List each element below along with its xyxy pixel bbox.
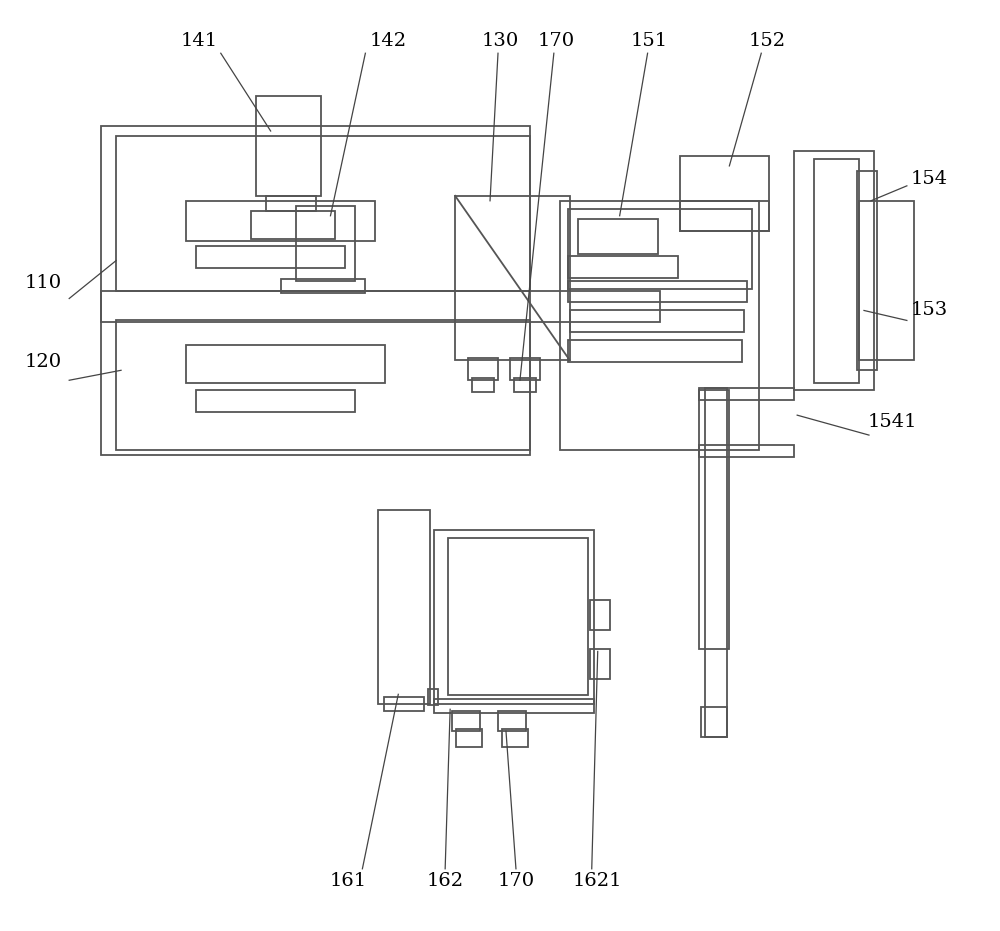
Bar [814, 159, 859, 384]
Bar [699, 388, 794, 400]
Bar [578, 219, 658, 253]
Bar [468, 358, 498, 380]
Bar [859, 201, 914, 360]
Bar [256, 96, 320, 196]
Bar [498, 711, 526, 731]
Bar [699, 390, 729, 650]
Text: 161: 161 [330, 871, 367, 890]
Bar [699, 445, 794, 457]
Bar [514, 378, 536, 392]
Bar [384, 697, 424, 711]
Bar [186, 201, 375, 241]
Text: 120: 120 [25, 353, 62, 371]
Text: 1621: 1621 [573, 871, 622, 890]
Bar [196, 246, 345, 267]
Text: 162: 162 [427, 871, 464, 890]
Bar [378, 510, 430, 704]
Bar [448, 538, 588, 695]
Text: 152: 152 [749, 33, 786, 50]
Bar [680, 155, 769, 231]
Bar [251, 210, 335, 238]
Bar [701, 708, 727, 737]
Bar [281, 278, 365, 292]
Bar [456, 729, 482, 748]
Bar [266, 196, 316, 210]
Bar [428, 689, 438, 706]
Bar [705, 388, 727, 737]
Bar [296, 206, 355, 280]
Text: 141: 141 [180, 33, 217, 50]
Text: 170: 170 [497, 871, 535, 890]
Bar [568, 209, 752, 289]
Bar [434, 699, 594, 713]
Bar [101, 126, 530, 455]
Text: 154: 154 [910, 169, 947, 188]
Bar [568, 280, 747, 303]
Bar [680, 201, 769, 231]
Text: 110: 110 [25, 274, 62, 291]
Bar [568, 341, 742, 362]
Bar [590, 650, 610, 680]
Text: 1541: 1541 [867, 413, 917, 431]
Bar [455, 196, 570, 360]
Text: 142: 142 [370, 33, 407, 50]
Bar [186, 345, 385, 384]
Bar [116, 320, 530, 450]
Bar [116, 136, 530, 290]
Text: 151: 151 [631, 33, 668, 50]
Bar [560, 201, 759, 450]
Bar [196, 390, 355, 412]
Bar [101, 290, 660, 322]
Bar [570, 310, 744, 332]
Text: 153: 153 [910, 302, 947, 319]
Bar [452, 711, 480, 731]
Text: 170: 170 [537, 33, 574, 50]
Bar [510, 358, 540, 380]
Text: 130: 130 [481, 33, 519, 50]
Bar [568, 256, 678, 277]
Bar [857, 171, 877, 371]
Bar [590, 600, 610, 629]
Bar [502, 729, 528, 748]
Bar [794, 151, 874, 390]
Bar [472, 378, 494, 392]
Bar [434, 530, 594, 704]
